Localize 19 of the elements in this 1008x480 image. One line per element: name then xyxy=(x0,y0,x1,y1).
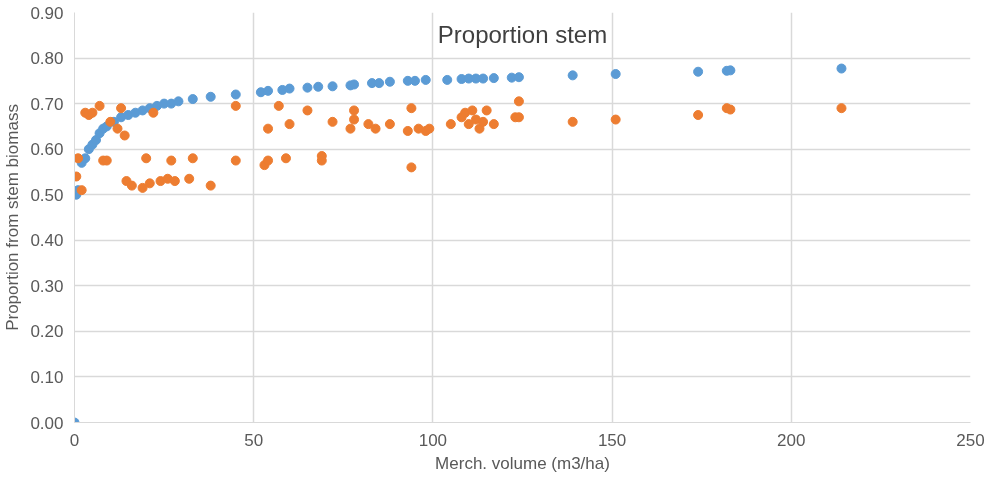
y-tick-label: 0.90 xyxy=(30,3,64,23)
x-tick-label: 50 xyxy=(244,430,264,450)
y-tick-label: 0.10 xyxy=(30,367,64,387)
x-tick-label: 250 xyxy=(956,430,985,450)
y-tick-label: 0.80 xyxy=(30,49,64,69)
x-tick-label: 0 xyxy=(69,430,80,450)
chart-title: Proportion stem xyxy=(437,20,608,48)
x-axis-title: Merch. volume (m3/ha) xyxy=(435,453,610,473)
x-tick-label: 150 xyxy=(597,430,627,450)
y-tick-label: 0.60 xyxy=(30,140,64,160)
y-axis-title: Proportion from stem biomass xyxy=(3,104,23,331)
y-tick-label: 0.30 xyxy=(30,276,64,296)
y-tick-label: 0.20 xyxy=(30,322,64,342)
y-tick-label: 0.70 xyxy=(30,94,64,114)
x-tick-label: 200 xyxy=(777,430,806,450)
y-tick-label: 0.40 xyxy=(30,231,64,251)
y-tick-label: 0.50 xyxy=(30,185,64,205)
x-tick-label: 100 xyxy=(418,430,448,450)
y-tick-label: 0.00 xyxy=(30,413,64,433)
